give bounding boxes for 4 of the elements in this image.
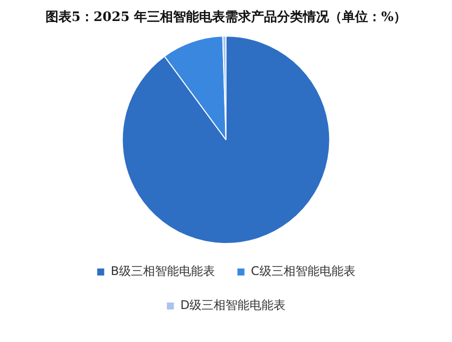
legend-label: B级三相智能电能表 — [110, 264, 215, 278]
chart-title: 图表5：2025 年三相智能电表需求产品分类情况（单位：%） — [45, 9, 407, 26]
legend-label: C级三相智能电能表 — [250, 264, 356, 278]
legend-label: D级三相智能电能表 — [180, 298, 286, 312]
